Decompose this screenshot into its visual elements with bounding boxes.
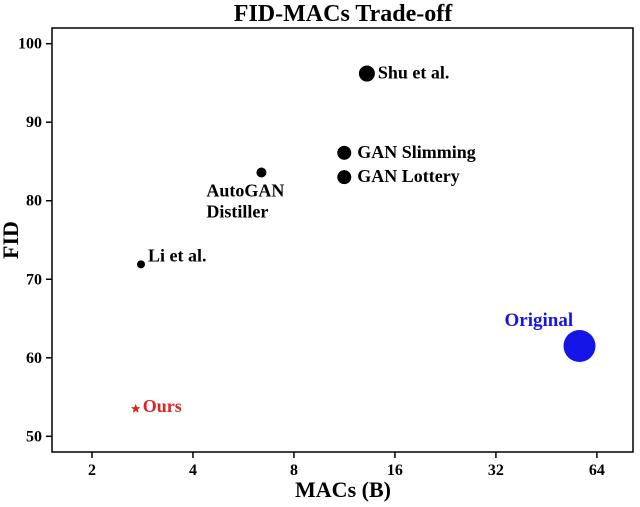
label-gan-slimming: GAN Slimming: [357, 142, 476, 162]
point-shu-et-al: [358, 65, 375, 82]
y-tick-label: 80: [26, 193, 42, 210]
point-original: [563, 330, 596, 362]
label-li-et-al: Li et al.: [148, 245, 207, 265]
point-gan-lottery: [337, 170, 352, 185]
y-tick-label: 50: [26, 428, 42, 445]
point-li-et-al: [137, 260, 146, 269]
plot-frame: [51, 27, 634, 453]
label-original: Original: [505, 310, 574, 331]
label-shu-et-al: Shu et al.: [378, 63, 450, 83]
point-gan-slimming: [337, 145, 352, 160]
y-tick-label: 90: [26, 114, 42, 131]
y-axis-label: FID: [0, 221, 23, 259]
label-gan-lottery: GAN Lottery: [357, 166, 459, 186]
point-autogan-distiller: [256, 167, 267, 178]
label-ours: Ours: [143, 396, 182, 416]
x-tick-label: 4: [189, 462, 197, 479]
data-points: Ours Li et al. AutoGAN Distiller GAN Slimmin…: [130, 63, 596, 416]
x-tick-label: 8: [290, 462, 298, 479]
label-autogan-distiller: AutoGAN Distiller: [206, 180, 284, 221]
y-tick-label: 70: [26, 271, 42, 288]
point-ours: [130, 403, 141, 413]
y-tick-label: 100: [18, 36, 42, 53]
x-axis-ticks: 2 4 8 16 32 64: [88, 452, 605, 479]
y-tick-label: 60: [26, 350, 42, 367]
x-tick-label: 32: [488, 462, 504, 479]
y-axis-ticks: 50 60 70 80 90 100: [18, 36, 52, 445]
chart-title: FID-MACs Trade-off: [234, 1, 453, 27]
x-tick-label: 64: [589, 462, 605, 479]
x-axis-label: MACs (B): [295, 477, 391, 502]
x-tick-label: 2: [88, 462, 96, 479]
x-tick-label: 16: [387, 462, 403, 479]
